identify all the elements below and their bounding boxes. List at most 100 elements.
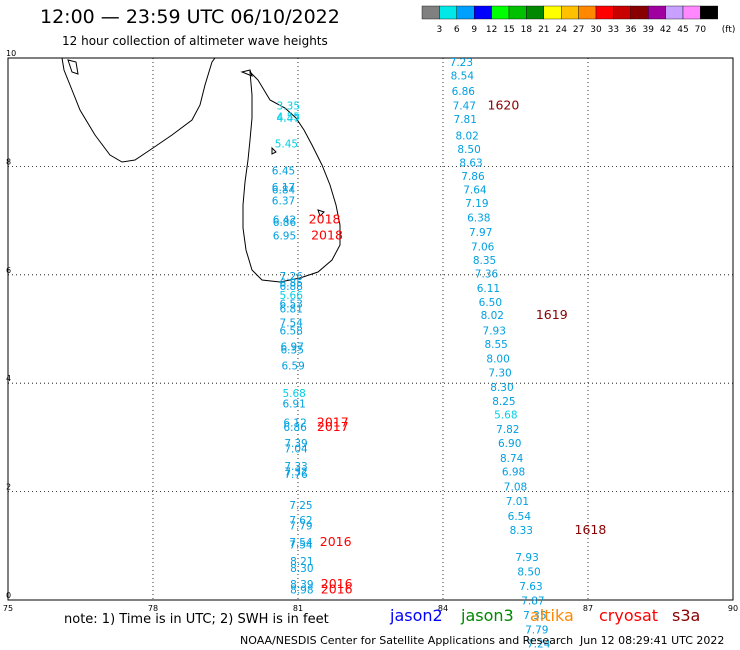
pass-time-label: 2018 (309, 211, 341, 226)
swh-value: 8.33 (510, 525, 533, 537)
swh-value: 7.39 (284, 438, 307, 450)
swh-value: 7.97 (469, 227, 492, 239)
islet-icon (67, 59, 79, 75)
legend-label: 42 (660, 25, 671, 35)
swh-value: 5.45 (275, 138, 298, 150)
swh-value: 6.53 (280, 298, 303, 310)
swh-value: 6.50 (479, 297, 502, 309)
swh-value: 6.91 (282, 399, 305, 411)
swh-value: 7.32 (284, 466, 307, 478)
y-tick-label: 8 (6, 157, 11, 166)
mission-jason3: jason3 (461, 606, 514, 625)
swh-value: 8.35 (473, 255, 496, 267)
swh-value: 7.81 (454, 114, 477, 126)
legend-label: 36 (625, 25, 637, 35)
swh-value: 7.93 (515, 552, 538, 564)
legend-label: 15 (503, 25, 514, 35)
legend-swatch (561, 5, 579, 20)
mission-s3a: s3a (672, 606, 701, 625)
pass-time-label: 2016 (320, 534, 352, 549)
swh-value: 8.30 (490, 382, 513, 394)
axis-tick-labels: 75 78 81 84 87 90 0 2 4 6 8 10 (3, 49, 738, 613)
swh-value: 7.36 (475, 269, 499, 281)
swh-value: 7.19 (465, 198, 488, 210)
x-tick-label: 78 (148, 604, 158, 613)
x-tick-label: 84 (438, 604, 448, 613)
legend-label: 30 (590, 25, 602, 35)
credit-line: NOAA/NESDIS Center for Satellite Applica… (240, 634, 574, 647)
swh-value: 7.93 (483, 325, 506, 337)
swh-value: 7.24 (527, 639, 551, 650)
legend-swatch (474, 5, 492, 20)
x-tick-label: 81 (293, 604, 303, 613)
swh-value: 5.68 (282, 388, 305, 400)
map-frame (7, 57, 734, 601)
swh-value: 6.58 (280, 325, 303, 337)
swh-value: 7.54 (280, 317, 304, 329)
swh-value: 8.50 (517, 567, 540, 579)
swh-value: 6.86 (273, 217, 297, 229)
swh-value: 8.25 (492, 396, 515, 408)
swh-value: 6.35 (281, 344, 304, 356)
swh-value: 7.79 (525, 625, 548, 637)
islet-icon (317, 209, 325, 217)
track-cryosat: 3.354.554.47 5.45 6.45 6.176.846.37 6.426.86… (272, 100, 343, 242)
legend-unit: (ft) (722, 25, 736, 35)
swh-value: 6.98 (502, 466, 525, 478)
swh-value: 8.30 (290, 563, 313, 575)
swh-value: 7.82 (496, 424, 519, 436)
swh-value: 7.54 (289, 537, 313, 549)
legend-swatch (456, 5, 475, 20)
swh-value: 7.76 (284, 469, 308, 481)
y-tick-label: 10 (6, 49, 16, 58)
swh-value: 6.42 (273, 214, 296, 226)
map-title: 12:00 — 23:59 UTC 06/10/2022 (40, 6, 340, 28)
x-tick-label: 87 (583, 604, 593, 613)
islet-icon (271, 146, 277, 155)
track-cryosat: 7.257.627.797.547.548.218.308.398.982016… (289, 500, 352, 597)
legend-swatch (526, 5, 545, 20)
swh-value: 6.81 (280, 304, 303, 316)
swh-value: 6.95 (273, 231, 296, 243)
swh-value: 6.85 (280, 278, 303, 290)
lat-lon-grid (7, 57, 734, 601)
legend-label: 33 (608, 25, 619, 35)
color-legend: 3 6 9 12 15 18 21 24 27 30 33 36 39 42 45 70 (ft) (421, 5, 736, 35)
legend-label: 12 (486, 25, 497, 35)
swh-value: 8.63 (459, 157, 482, 169)
swh-value: 8.50 (457, 144, 480, 156)
india-coastline (61, 57, 216, 163)
pass-time-label: 2016 (321, 576, 353, 591)
legend-swatch (439, 5, 457, 20)
swh-value: 6.45 (272, 166, 295, 178)
legend-label: 39 (642, 25, 654, 35)
swh-value: 7.54 (289, 540, 313, 552)
legend-swatch (421, 5, 440, 20)
swh-value: 4.47 (277, 113, 300, 125)
swh-value: 6.11 (477, 283, 500, 295)
swh-value: 8.55 (484, 339, 507, 351)
altimeter-tracks: 3.354.554.475.456.456.176.846.376.426.86… (272, 57, 607, 650)
swh-value: 5.68 (494, 409, 517, 421)
swh-value: 7.01 (506, 496, 529, 508)
swh-value: 7.26 (280, 271, 304, 283)
swh-value: 6.37 (272, 195, 295, 207)
swh-value: 6.97 (281, 342, 304, 354)
sri-lanka-island (242, 70, 341, 283)
pass-time-label: 2018 (311, 228, 343, 243)
swh-value: 6.38 (467, 213, 490, 225)
swh-value: 6.86 (283, 422, 307, 434)
swh-value: 6.90 (498, 438, 521, 450)
legend-label: 45 (677, 25, 688, 35)
swh-value: 7.63 (519, 581, 542, 593)
swh-value: 6.59 (281, 361, 304, 373)
sri-lanka-coastline (61, 57, 341, 283)
pass-time-label: 1619 (536, 307, 568, 322)
mission-altika: altika (530, 606, 574, 625)
x-tick-label: 75 (3, 604, 13, 613)
swh-value: 7.86 (461, 171, 485, 183)
swh-value: 6.88 (280, 281, 303, 293)
legend-label: 27 (573, 25, 584, 35)
legend-swatch (543, 5, 562, 20)
pass-time-label: 1618 (575, 522, 607, 537)
